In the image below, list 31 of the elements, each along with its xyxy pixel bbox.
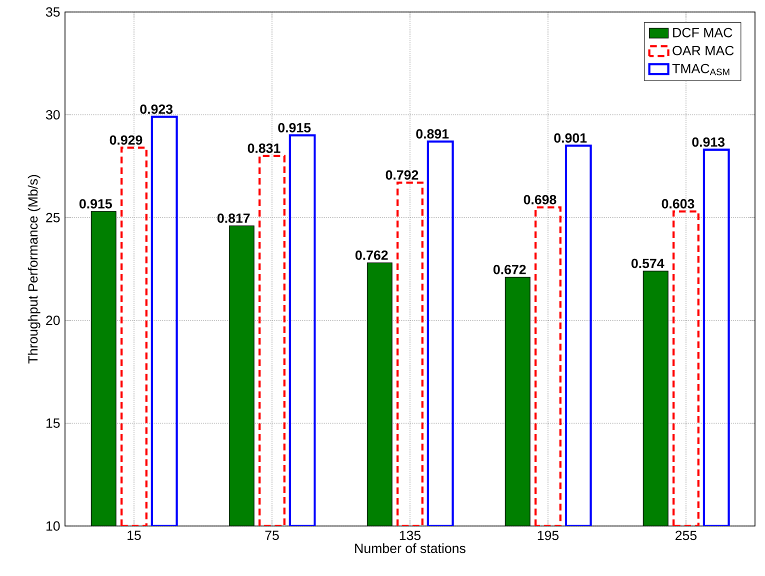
annotation: 0.574 — [631, 258, 664, 268]
annotation: 0.603 — [662, 199, 694, 208]
legend-label: TMAC$_{ASM}$ — [672, 64, 730, 76]
annotation: 0.929 — [110, 135, 142, 145]
annotation: 0.923 — [140, 104, 173, 114]
annotation: 0.792 — [386, 170, 418, 180]
annotation: 0.672 — [493, 264, 526, 274]
y-tick-label: 10 — [46, 521, 60, 531]
annotation: 0.901 — [554, 133, 587, 143]
y-axis-title: Throughput Performance (Mb/s) — [28, 175, 40, 364]
annotation: 0.817 — [217, 213, 250, 223]
annotation: 0.762 — [355, 250, 388, 260]
annotation: 0.913 — [692, 137, 725, 147]
y-tick-label: 25 — [46, 212, 60, 222]
annotation: 0.915 — [79, 199, 112, 208]
x-axis-title: Number of stations — [355, 543, 466, 554]
y-tick-label: 30 — [46, 110, 60, 120]
annotation: 0.831 — [248, 144, 280, 153]
annotation: 0.915 — [278, 122, 311, 132]
x-tick-label: 195 — [538, 530, 559, 540]
annotation: 0.891 — [416, 129, 449, 139]
x-tick-label: 75 — [265, 530, 279, 540]
x-tick-label: 135 — [400, 530, 421, 540]
legend-label: DCF MAC — [673, 28, 732, 38]
y-tick-label: 20 — [46, 316, 60, 326]
annotation: 0.698 — [524, 194, 556, 204]
y-tick-label: 15 — [46, 418, 60, 428]
legend-label: OAR MAC — [672, 46, 734, 56]
y-tick-label: 35 — [46, 7, 60, 17]
x-tick-label: 255 — [676, 530, 697, 540]
x-tick-label: 15 — [128, 530, 141, 540]
